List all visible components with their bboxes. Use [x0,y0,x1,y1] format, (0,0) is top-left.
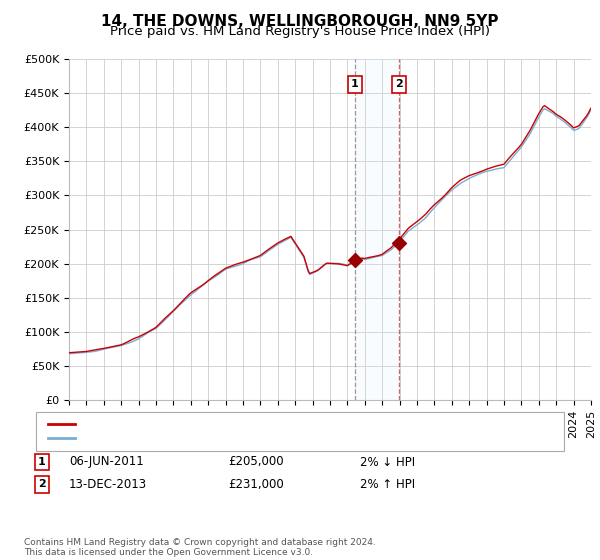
Point [350,256,359,265]
Text: 2% ↑ HPI: 2% ↑ HPI [360,478,415,491]
Bar [355,59,399,400]
Text: 1: 1 [38,457,46,467]
Text: 14, THE DOWNS, WELLINGBOROUGH, NN9 5YP (detached house): 14, THE DOWNS, WELLINGBOROUGH, NN9 5YP (… [81,419,444,429]
Text: 14, THE DOWNS, WELLINGBOROUGH, NN9 5YP: 14, THE DOWNS, WELLINGBOROUGH, NN9 5YP [101,14,499,29]
Text: Price paid vs. HM Land Registry's House Price Index (HPI): Price paid vs. HM Land Registry's House … [110,25,490,38]
Text: 1: 1 [351,80,359,90]
Text: 2: 2 [395,80,403,90]
Text: HPI: Average price, detached house, North Northamptonshire: HPI: Average price, detached house, Nort… [81,433,424,444]
Text: £205,000: £205,000 [228,455,284,469]
Point [394,238,404,247]
Text: 2: 2 [38,479,46,489]
Text: 2% ↓ HPI: 2% ↓ HPI [360,455,415,469]
Text: 06-JUN-2011: 06-JUN-2011 [69,455,144,469]
Text: 13-DEC-2013: 13-DEC-2013 [69,478,147,491]
Text: Contains HM Land Registry data © Crown copyright and database right 2024.
This d: Contains HM Land Registry data © Crown c… [24,538,376,557]
Text: £231,000: £231,000 [228,478,284,491]
